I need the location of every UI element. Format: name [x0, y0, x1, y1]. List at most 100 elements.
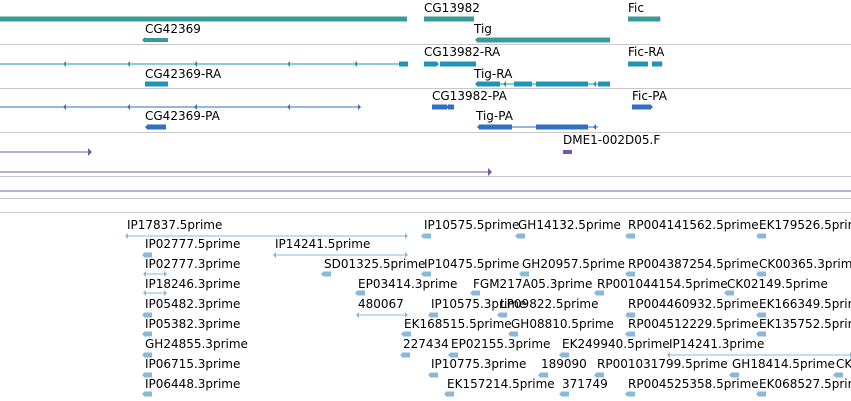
strand-arrow[interactable]	[127, 61, 130, 67]
cds[interactable]	[432, 104, 446, 110]
strand-arrow[interactable]	[625, 233, 628, 239]
strand-arrow[interactable]	[660, 61, 663, 67]
strand-arrow[interactable]	[164, 271, 167, 277]
strand-arrow[interactable]	[400, 352, 403, 358]
cds[interactable]	[536, 124, 588, 130]
strand-arrow[interactable]	[475, 37, 478, 43]
est-alignment[interactable]	[518, 233, 525, 239]
strand-arrow[interactable]	[470, 290, 473, 296]
exon[interactable]	[424, 61, 436, 67]
exon[interactable]	[478, 81, 500, 87]
exon[interactable]	[652, 61, 662, 67]
strand-arrow[interactable]	[538, 372, 541, 378]
est-alignment[interactable]	[424, 271, 431, 277]
strand-arrow[interactable]	[405, 312, 408, 318]
strand-arrow[interactable]	[436, 61, 439, 67]
est-alignment[interactable]	[732, 372, 739, 378]
strand-arrow[interactable]	[625, 312, 628, 318]
gene-bar-fic[interactable]	[628, 16, 660, 22]
est-alignment[interactable]	[562, 391, 569, 397]
strand-arrow[interactable]	[401, 331, 404, 337]
est-alignment[interactable]	[145, 352, 152, 358]
strand-arrow[interactable]	[287, 104, 290, 110]
strand-arrow[interactable]	[446, 104, 449, 110]
strand-arrow[interactable]	[475, 81, 478, 87]
strand-arrow[interactable]	[448, 352, 451, 358]
strand-arrow[interactable]	[142, 372, 145, 378]
strand-arrow[interactable]	[488, 168, 492, 176]
gene-bar-tig[interactable]	[478, 37, 610, 43]
est-alignment[interactable]	[597, 290, 604, 296]
est-alignment[interactable]	[447, 391, 454, 397]
strand-arrow[interactable]	[273, 252, 276, 258]
strand-arrow[interactable]	[63, 61, 66, 67]
strand-arrow[interactable]	[559, 352, 562, 358]
strand-arrow[interactable]	[164, 290, 167, 296]
strand-arrow[interactable]	[125, 233, 128, 239]
strand-arrow[interactable]	[658, 16, 661, 22]
strand-arrow[interactable]	[729, 372, 732, 378]
strand-arrow[interactable]	[515, 233, 518, 239]
est-alignment[interactable]	[759, 233, 766, 239]
est-alignment[interactable]	[628, 391, 635, 397]
gene-bar-cg42369[interactable]	[145, 38, 168, 42]
exon[interactable]	[598, 81, 610, 87]
cds[interactable]	[632, 104, 650, 110]
strand-arrow[interactable]	[356, 312, 359, 318]
strand-arrow[interactable]	[503, 81, 506, 87]
strand-arrow[interactable]	[358, 104, 361, 110]
est-alignment[interactable]	[522, 271, 529, 277]
est-alignment[interactable]	[597, 372, 604, 378]
strand-arrow[interactable]	[63, 104, 66, 110]
strand-arrow[interactable]	[194, 61, 197, 67]
strand-arrow[interactable]	[756, 271, 759, 277]
est-alignment[interactable]	[451, 352, 458, 358]
est-alignment[interactable]	[759, 331, 766, 337]
strand-arrow[interactable]	[142, 331, 145, 337]
est-alignment[interactable]	[759, 271, 766, 277]
est-alignment[interactable]	[431, 372, 438, 378]
cds[interactable]	[148, 124, 166, 130]
strand-arrow[interactable]	[142, 391, 145, 397]
cds[interactable]	[448, 104, 454, 110]
cds[interactable]	[480, 124, 512, 130]
gene-bar-cg42369-upstream[interactable]	[0, 16, 407, 22]
strand-arrow[interactable]	[127, 104, 130, 110]
est-alignment[interactable]	[324, 271, 331, 277]
exon[interactable]	[536, 81, 588, 87]
est-alignment[interactable]	[473, 290, 480, 296]
est-alignment[interactable]	[145, 252, 152, 258]
strand-arrow[interactable]	[142, 37, 145, 43]
strand-arrow[interactable]	[355, 290, 358, 296]
exon[interactable]	[514, 81, 532, 87]
strand-arrow[interactable]	[143, 290, 146, 296]
strand-arrow[interactable]	[519, 271, 522, 277]
strand-arrow[interactable]	[756, 312, 759, 318]
strand-arrow[interactable]	[421, 233, 424, 239]
est-alignment[interactable]	[145, 391, 152, 397]
strand-arrow[interactable]	[354, 61, 357, 67]
strand-arrow[interactable]	[833, 372, 836, 378]
exon[interactable]	[440, 61, 476, 67]
est-alignment[interactable]	[759, 391, 766, 397]
strand-arrow[interactable]	[142, 252, 145, 258]
est-alignment[interactable]	[431, 312, 438, 318]
est-alignment[interactable]	[145, 372, 152, 378]
est-alignment[interactable]	[145, 312, 152, 318]
strand-arrow[interactable]	[724, 290, 727, 296]
strand-arrow[interactable]	[625, 271, 628, 277]
strand-arrow[interactable]	[650, 104, 653, 110]
clone-end[interactable]	[563, 150, 572, 154]
est-alignment[interactable]	[424, 233, 431, 239]
gene-bar-cg13982[interactable]	[424, 16, 474, 22]
est-alignment[interactable]	[628, 331, 635, 337]
strand-arrow[interactable]	[145, 124, 148, 130]
strand-arrow[interactable]	[667, 352, 670, 358]
strand-arrow[interactable]	[593, 124, 596, 130]
strand-arrow[interactable]	[428, 372, 431, 378]
est-alignment[interactable]	[541, 372, 548, 378]
exon[interactable]	[399, 61, 408, 67]
strand-arrow[interactable]	[625, 331, 628, 337]
strand-arrow[interactable]	[625, 391, 628, 397]
